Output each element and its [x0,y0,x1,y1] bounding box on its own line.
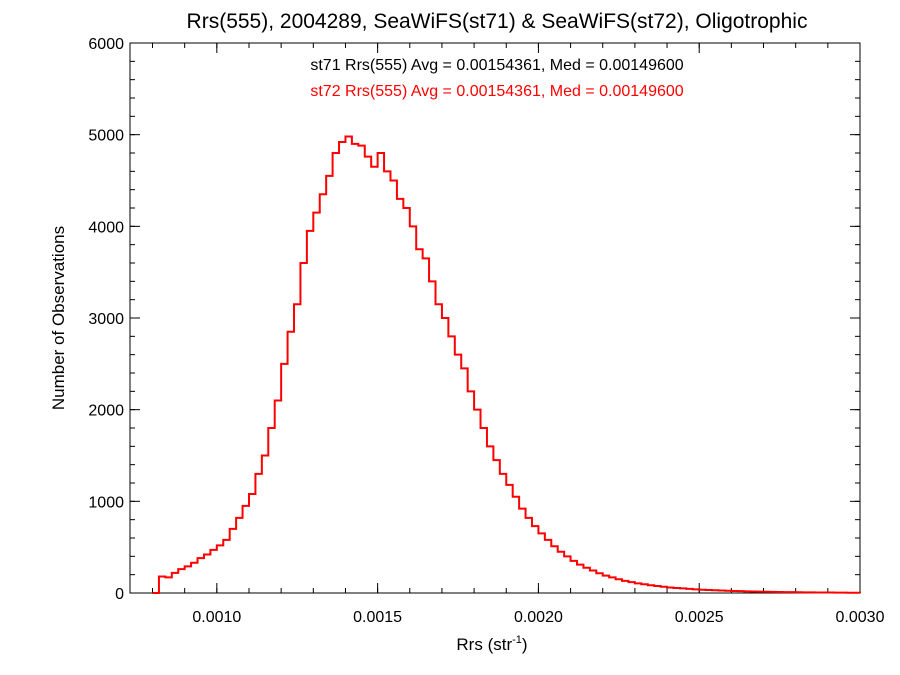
histogram-series [152,135,861,594]
x-tick-label: 0.0015 [353,609,402,626]
stat-annotation-1: st71 Rrs(555) Avg = 0.00154361, Med = 0.… [310,57,683,74]
x-tick-label: 0.0020 [514,609,563,626]
plot-frame [129,42,861,594]
x-axis-label-main: Rrs (str [456,635,512,654]
axis-tick-labels: 0.0010 0.0015 0.0020 0.0025 0.0030 0 1000 2000 3… [88,36,884,626]
y-tick-label: 5000 [88,128,124,145]
y-tick-label: 1000 [88,494,124,511]
stat-annotation-2: st72 Rrs(555) Avg = 0.00154361, Med = 0.… [310,83,683,100]
y-axis-label: Number of Observations [49,226,68,410]
y-tick-label: 6000 [88,36,124,53]
y-tick-label: 3000 [88,311,124,328]
chart-title: Rrs(555), 2004289, SeaWiFS(st71) & SeaWi… [187,10,808,33]
y-tick-label: 2000 [88,403,124,420]
x-tick-label: 0.0025 [675,609,724,626]
axis-ticks [130,42,861,594]
x-tick-label: 0.0030 [836,609,885,626]
y-tick-label: 4000 [88,219,124,236]
stats-annotations: st71 Rrs(555) Avg = 0.00154361, Med = 0.… [310,57,683,100]
x-axis-label: Rrs (str-1) [456,634,527,654]
x-axis-label-superscript: -1 [512,634,522,646]
y-tick-label: 0 [115,586,124,603]
x-axis-label-end: ) [522,635,528,654]
x-tick-label: 0.0010 [192,609,241,626]
